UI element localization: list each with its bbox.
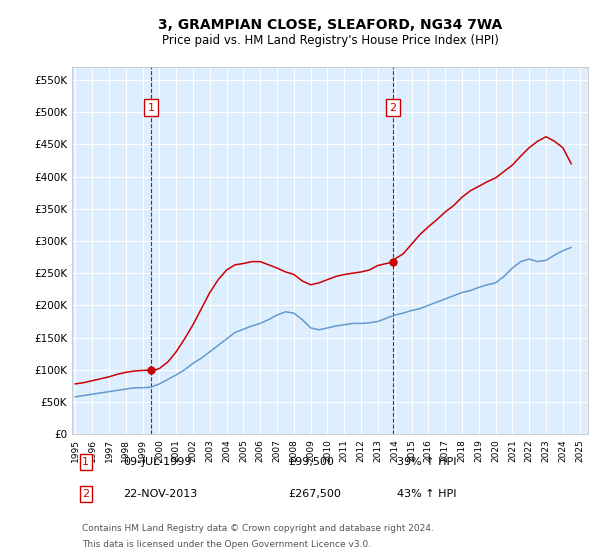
- Text: 2: 2: [82, 489, 89, 499]
- Text: 1: 1: [82, 457, 89, 467]
- Text: 1: 1: [148, 102, 155, 113]
- Text: 39% ↑ HPI: 39% ↑ HPI: [397, 457, 457, 467]
- Text: This data is licensed under the Open Government Licence v3.0.: This data is licensed under the Open Gov…: [82, 540, 371, 549]
- Text: Price paid vs. HM Land Registry's House Price Index (HPI): Price paid vs. HM Land Registry's House …: [161, 34, 499, 47]
- Text: 22-NOV-2013: 22-NOV-2013: [124, 489, 198, 499]
- Text: £99,500: £99,500: [289, 457, 335, 467]
- Text: 3, GRAMPIAN CLOSE, SLEAFORD, NG34 7WA: 3, GRAMPIAN CLOSE, SLEAFORD, NG34 7WA: [158, 18, 502, 32]
- Text: 09-JUL-1999: 09-JUL-1999: [124, 457, 192, 467]
- Text: Contains HM Land Registry data © Crown copyright and database right 2024.: Contains HM Land Registry data © Crown c…: [82, 524, 434, 533]
- Text: 43% ↑ HPI: 43% ↑ HPI: [397, 489, 457, 499]
- Text: £267,500: £267,500: [289, 489, 341, 499]
- Text: 2: 2: [389, 102, 397, 113]
